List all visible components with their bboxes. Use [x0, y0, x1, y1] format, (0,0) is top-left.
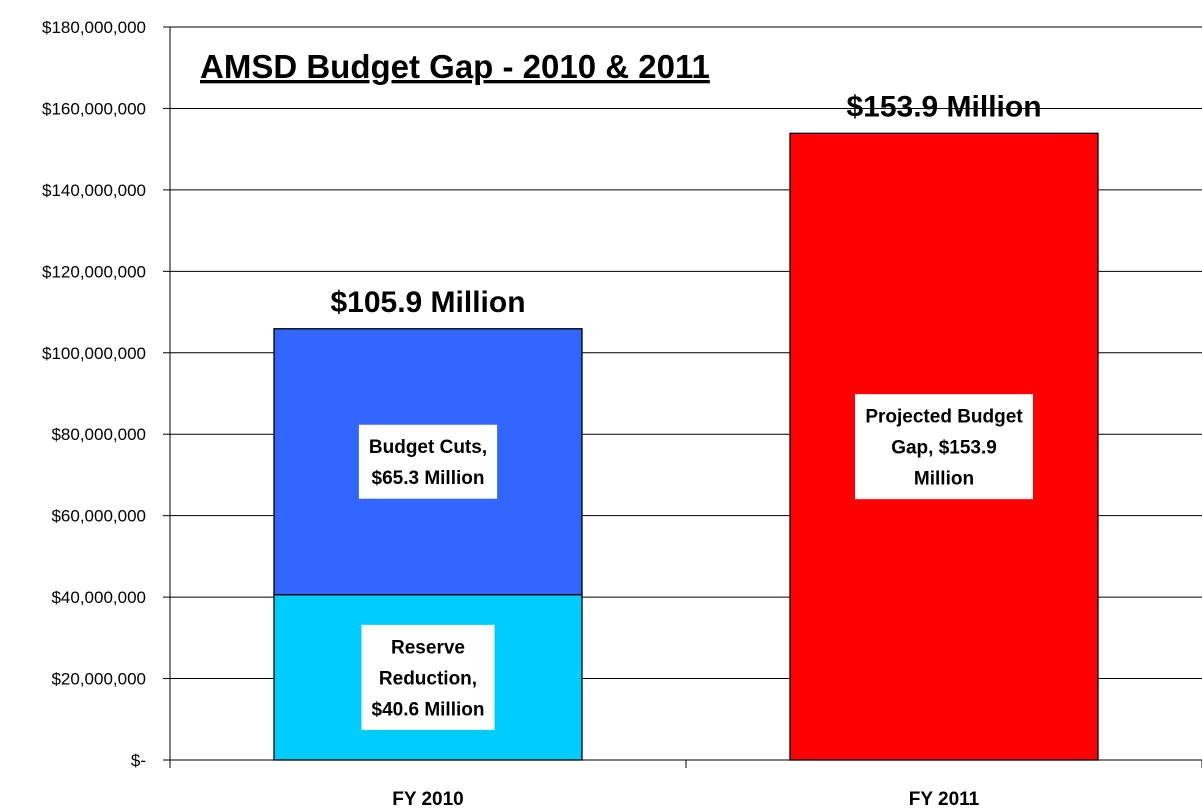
x-category-label: FY 2011	[909, 789, 980, 808]
y-tick-label: $40,000,000	[51, 588, 146, 607]
segment-label-line: Reduction,	[379, 668, 477, 689]
x-category-label: FY 2010	[392, 789, 463, 808]
segment-label-line: $65.3 Million	[372, 468, 485, 489]
y-axis: $- $20,000,000 $40,000,000 $60,000,000 $80,0…	[42, 18, 171, 770]
segment-label: Projected Budget Gap, $153.9 Million	[855, 394, 1033, 500]
segment-label-line: Million	[914, 469, 974, 490]
y-tick-label: $20,000,000	[51, 670, 146, 689]
labels: $105.9 Million $153.9 Million Reserve Reduc…	[330, 90, 1042, 730]
segment-label-line: Reserve	[391, 637, 465, 658]
y-tick-label: $-	[131, 751, 146, 770]
segment-label-box	[358, 424, 498, 499]
y-tick-label: $160,000,000	[42, 99, 146, 118]
segment-label-line: Gap, $153.9	[891, 438, 997, 459]
bar-total-label: $153.9 Million	[846, 90, 1041, 123]
segment-label: Reserve Reduction, $40.6 Million	[361, 624, 495, 730]
segment-label-line: $40.6 Million	[372, 699, 485, 720]
y-tick-label: $100,000,000	[42, 344, 146, 363]
bar-total-label: $105.9 Million	[330, 286, 525, 319]
segment-label-line: Projected Budget	[865, 407, 1023, 428]
y-tick-label: $180,000,000	[42, 18, 146, 37]
y-tick-label: $60,000,000	[51, 507, 146, 526]
y-tick-label: $120,000,000	[42, 262, 146, 281]
y-tick-label: $80,000,000	[51, 425, 146, 444]
segment-label-box	[361, 624, 495, 730]
segment-label: Budget Cuts, $65.3 Million	[358, 424, 498, 499]
x-axis: FY 2010 FY 2011	[169, 759, 1202, 808]
chart-title: AMSD Budget Gap - 2010 & 2011	[200, 48, 710, 85]
segment-label-box	[855, 394, 1033, 500]
y-tick-label: $140,000,000	[42, 181, 146, 200]
segment-label-line: Budget Cuts,	[369, 437, 487, 458]
